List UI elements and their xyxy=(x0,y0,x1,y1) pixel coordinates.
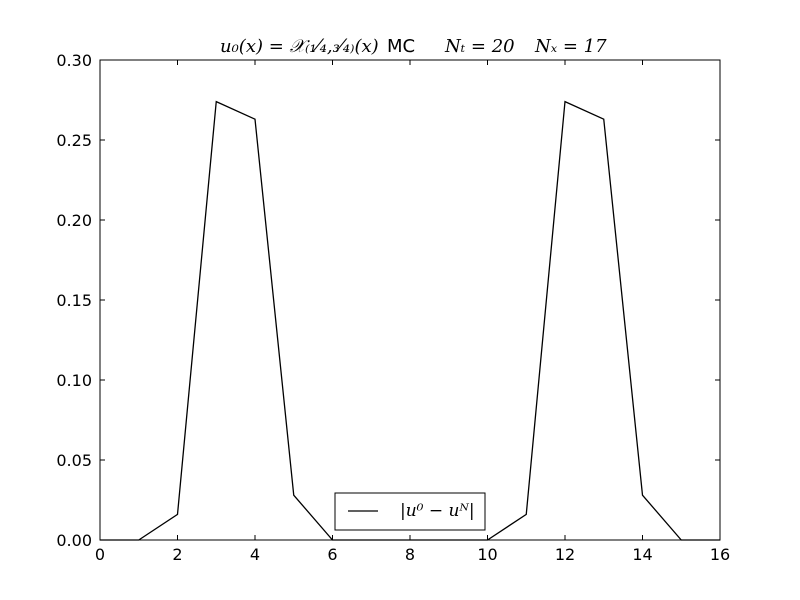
series-group xyxy=(100,100,720,541)
y-tick-label: 0.25 xyxy=(56,131,92,150)
x-tick-label: 2 xyxy=(172,545,182,564)
x-tick-label: 0 xyxy=(95,545,105,564)
chart-title-nx: Nₓ = 17 xyxy=(534,36,607,57)
y-tick-label: 0.10 xyxy=(56,371,92,390)
x-tick-label: 16 xyxy=(710,545,730,564)
y-tick-label: 0.00 xyxy=(56,531,92,550)
y-tick-label: 0.30 xyxy=(56,51,92,70)
legend-label: |u⁰ − uᴺ| xyxy=(400,501,475,521)
y-tick-label: 0.15 xyxy=(56,291,92,310)
y-tick-label: 0.05 xyxy=(56,451,92,470)
plot-area-frame xyxy=(99,59,721,541)
x-tick-label: 6 xyxy=(327,545,337,564)
x-tick-label: 4 xyxy=(250,545,260,564)
x-tick-label: 8 xyxy=(405,545,415,564)
legend: |u⁰ − uᴺ| xyxy=(334,492,486,531)
series-line xyxy=(100,100,720,541)
y-tick-label: 0.20 xyxy=(56,211,92,230)
chart-title-method: MC xyxy=(387,36,415,57)
chart-title-formula: u₀(x) = 𝒳₍₁⁄₄,₃⁄₄₎(x) xyxy=(220,36,379,57)
chart-title: u₀(x) = 𝒳₍₁⁄₄,₃⁄₄₎(x) MC Nₜ = 20 Nₓ = 17 xyxy=(220,36,607,57)
x-tick-label: 10 xyxy=(477,545,497,564)
x-axis: 0 2 4 6 8 10 12 14 16 xyxy=(95,60,730,564)
x-tick-label: 12 xyxy=(555,545,575,564)
chart-title-nt: Nₜ = 20 xyxy=(444,36,515,57)
y-axis: 0.00 0.05 0.10 0.15 0.20 0.25 0.30 xyxy=(56,51,720,550)
x-tick-label: 14 xyxy=(632,545,652,564)
